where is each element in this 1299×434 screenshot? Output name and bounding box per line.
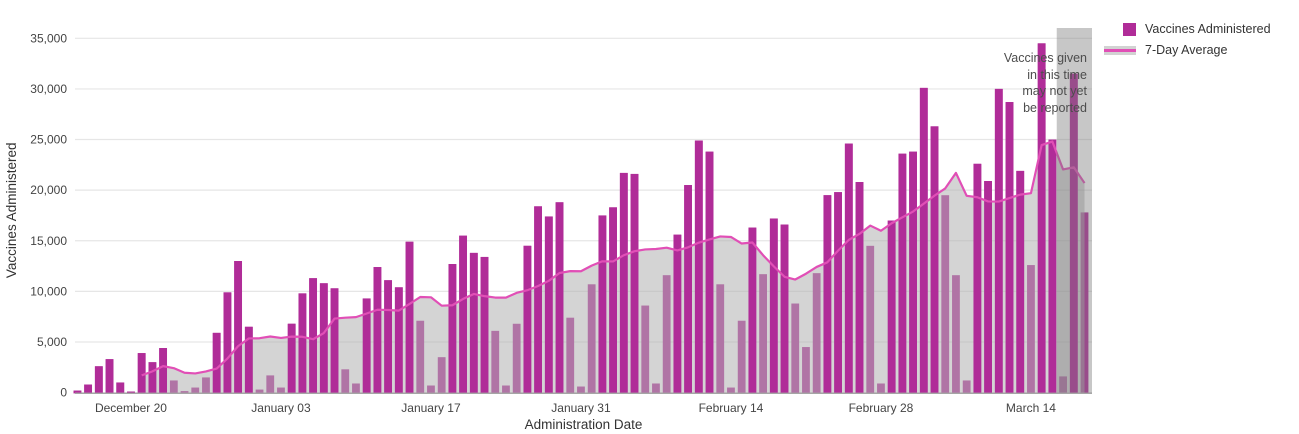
bar-top-dec-21[interactable] [137, 353, 146, 394]
legend-item-7-day-average[interactable]: 7-Day Average [1104, 43, 1294, 57]
bar-top-jan-20[interactable] [459, 235, 468, 394]
bar-top-dec-31[interactable] [244, 326, 253, 394]
legend-label: 7-Day Average [1145, 43, 1228, 57]
bar-top-feb-03[interactable] [609, 207, 617, 394]
chart-legend: Vaccines Administered 7-Day Average [1104, 22, 1294, 64]
bar-top-feb-24[interactable] [834, 192, 842, 394]
bar-top-jan-07[interactable] [319, 283, 328, 394]
bar-top-jan-14[interactable] [394, 287, 403, 394]
y-tick-label: 25,000 [30, 133, 67, 147]
bar-top-jan-15[interactable] [405, 241, 414, 394]
bar-top-dec-29[interactable] [223, 292, 232, 394]
bar-top-feb-04[interactable] [619, 172, 628, 394]
bar-top-feb-12[interactable] [705, 151, 714, 394]
bar-top-mar-05[interactable] [930, 126, 939, 394]
annotation-line: in this time [1027, 67, 1087, 82]
bar-top-mar-13[interactable] [1016, 170, 1025, 394]
annotation-line: Vaccines given [1003, 51, 1087, 65]
bar-top-mar-03[interactable] [909, 151, 917, 394]
bar-top-mar-11[interactable] [994, 88, 1003, 394]
bar-top-dec-30[interactable] [234, 261, 243, 394]
y-tick-label: 15,000 [30, 234, 67, 248]
bar-top-dec-19[interactable] [116, 382, 125, 394]
bar-swatch-icon [1123, 22, 1136, 36]
bar-top-jan-13[interactable] [384, 280, 393, 394]
bar-top-feb-19[interactable] [780, 224, 789, 394]
bar-top-mar-10[interactable] [984, 181, 992, 394]
x-tick-label: January 03 [251, 401, 311, 415]
bar-top-jan-29[interactable] [555, 202, 564, 394]
bar-top-jan-08[interactable] [330, 288, 339, 394]
bar-top-mar-12[interactable] [1005, 102, 1014, 394]
y-axis-title: Vaccines Administered [4, 143, 19, 279]
y-tick-label: 30,000 [30, 82, 67, 96]
bar-top-jan-22[interactable] [480, 256, 489, 394]
annotation-line: be reported [1023, 100, 1087, 115]
bar-top-dec-16[interactable] [84, 384, 93, 394]
bar-top-feb-16[interactable] [748, 227, 757, 394]
bar-top-jan-27[interactable] [534, 206, 543, 394]
bar-top-feb-25[interactable] [844, 143, 853, 394]
bar-top-jan-04[interactable] [287, 323, 296, 394]
y-tick-label: 20,000 [30, 183, 67, 197]
bar-top-feb-23[interactable] [823, 195, 832, 394]
bar-top-mar-09[interactable] [973, 163, 982, 394]
bar-top-feb-18[interactable] [769, 218, 778, 394]
unreported-annotation: Vaccines given in this time may not yet … [967, 50, 1087, 116]
legend-label: Vaccines Administered [1145, 22, 1271, 36]
unreported-window-band [1056, 28, 1092, 394]
bar-top-dec-18[interactable] [105, 359, 114, 394]
bar-top-dec-23[interactable] [159, 348, 168, 394]
bar-top-jan-19[interactable] [448, 264, 457, 394]
x-tick-label: March 14 [1006, 401, 1056, 415]
bar-top-jan-05[interactable] [298, 293, 307, 394]
bar-top-dec-15[interactable] [73, 390, 82, 394]
annotation-line: may not yet [1022, 84, 1087, 98]
bar-top-feb-02[interactable] [598, 215, 607, 394]
seven-day-average-line[interactable] [141, 140, 1086, 377]
bar-top-dec-22[interactable] [148, 362, 157, 394]
bar-top-dec-17[interactable] [94, 366, 103, 394]
x-tick-label: January 31 [551, 401, 611, 415]
bar-top-feb-05[interactable] [630, 173, 639, 394]
bar-top-jan-21[interactable] [469, 252, 478, 394]
bar-top-feb-09[interactable] [673, 234, 682, 394]
x-axis-title: Administration Date [525, 417, 643, 432]
bar-top-feb-10[interactable] [684, 185, 692, 394]
bar-top-jan-12[interactable] [373, 267, 382, 394]
bar-top-mar-15[interactable] [1037, 43, 1046, 394]
x-tick-label: February 28 [849, 401, 914, 415]
bar-top-feb-11[interactable] [694, 140, 703, 394]
line-swatch-icon [1104, 45, 1136, 55]
bar-top-jan-28[interactable] [544, 216, 553, 394]
bar-top-mar-04[interactable] [919, 87, 928, 394]
y-tick-label: 35,000 [30, 31, 67, 45]
x-tick-label: February 14 [699, 401, 764, 415]
bar-top-jan-11[interactable] [362, 298, 371, 394]
x-tick-label: December 20 [95, 401, 167, 415]
y-tick-label: 0 [60, 386, 67, 400]
bar-top-dec-20[interactable] [127, 391, 135, 394]
y-tick-label: 5,000 [37, 335, 67, 349]
bar-top-jan-06[interactable] [309, 278, 318, 394]
bar-top-mar-02[interactable] [898, 153, 907, 394]
bar-top-mar-18[interactable] [1069, 73, 1078, 394]
legend-item-vaccines-administered[interactable]: Vaccines Administered [1104, 22, 1294, 36]
bar-top-dec-28[interactable] [212, 332, 221, 394]
bar-top-mar-16[interactable] [1048, 139, 1057, 394]
bar-top-feb-26[interactable] [855, 182, 864, 394]
y-tick-label: 10,000 [30, 284, 67, 298]
bar-top-jan-26[interactable] [523, 245, 532, 394]
x-tick-label: January 17 [401, 401, 461, 415]
bar-top-mar-01[interactable] [887, 220, 896, 394]
